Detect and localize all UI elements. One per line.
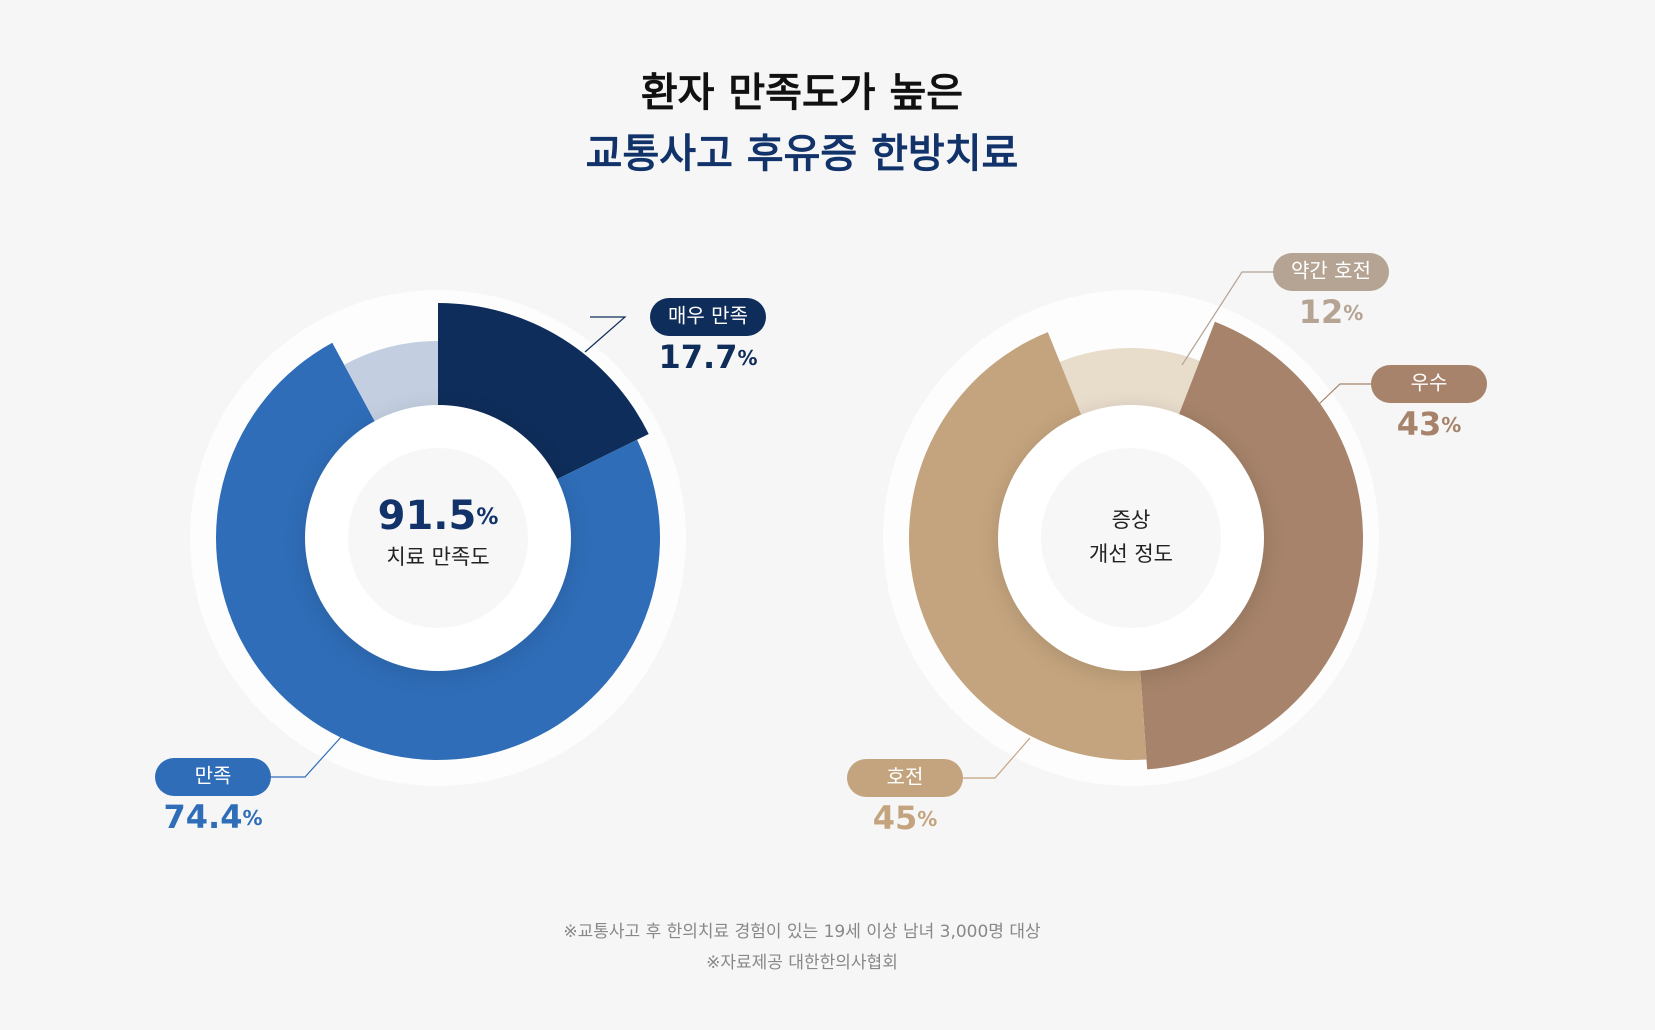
footnote: ※자료제공 대한한의사협회 <box>706 953 898 973</box>
title-line: 교통사고 후유증 한방치료 <box>586 131 1019 177</box>
value-label: 45% <box>873 799 938 837</box>
center-number: 91.5 <box>378 493 477 539</box>
value-number: 12 <box>1299 293 1344 331</box>
category-label: 우수 <box>1411 371 1448 395</box>
pie-slice <box>438 303 649 485</box>
pie-slice <box>1059 348 1200 427</box>
leader-line <box>1181 271 1273 366</box>
center-value: 91.5% <box>378 493 499 539</box>
value-unit: % <box>737 346 757 370</box>
value-label: 12% <box>1299 293 1364 331</box>
label-pill <box>1273 253 1389 291</box>
leader-line <box>584 316 627 353</box>
value-number: 45 <box>873 799 918 837</box>
category-label: 약간 호전 <box>1291 259 1371 283</box>
label-pill <box>155 758 271 796</box>
center-label: 치료 만족도 <box>386 545 489 569</box>
value-unit: % <box>1343 301 1363 325</box>
category-label: 호전 <box>887 765 924 789</box>
category-label: 매우 만족 <box>668 304 748 328</box>
value-unit: % <box>917 807 937 831</box>
center-unit: % <box>476 505 498 530</box>
value-label: 74.4% <box>164 798 263 836</box>
center-label: 개선 정도 <box>1089 542 1173 566</box>
leader-line <box>1317 383 1371 406</box>
leader-line <box>963 737 1031 779</box>
value-unit: % <box>242 806 262 830</box>
value-number: 17.7 <box>659 338 738 376</box>
label-pill <box>1371 365 1487 403</box>
value-number: 74.4 <box>164 798 243 836</box>
value-number: 43 <box>1397 405 1442 443</box>
label-pill <box>650 298 766 336</box>
pie-slice <box>216 342 661 760</box>
center-inner <box>348 448 528 628</box>
title-line: 환자 만족도가 높은 <box>641 70 963 116</box>
center-label: 증상 <box>1112 508 1151 532</box>
leader-line <box>271 735 343 778</box>
category-label: 만족 <box>195 764 232 788</box>
label-pill <box>847 759 963 797</box>
value-unit: % <box>1441 413 1461 437</box>
center-inner <box>1041 448 1221 628</box>
footnote: ※교통사고 후 한의치료 경험이 있는 19세 이상 남녀 3,000명 대상 <box>563 922 1041 942</box>
value-label: 43% <box>1397 405 1462 443</box>
value-label: 17.7% <box>659 338 758 376</box>
